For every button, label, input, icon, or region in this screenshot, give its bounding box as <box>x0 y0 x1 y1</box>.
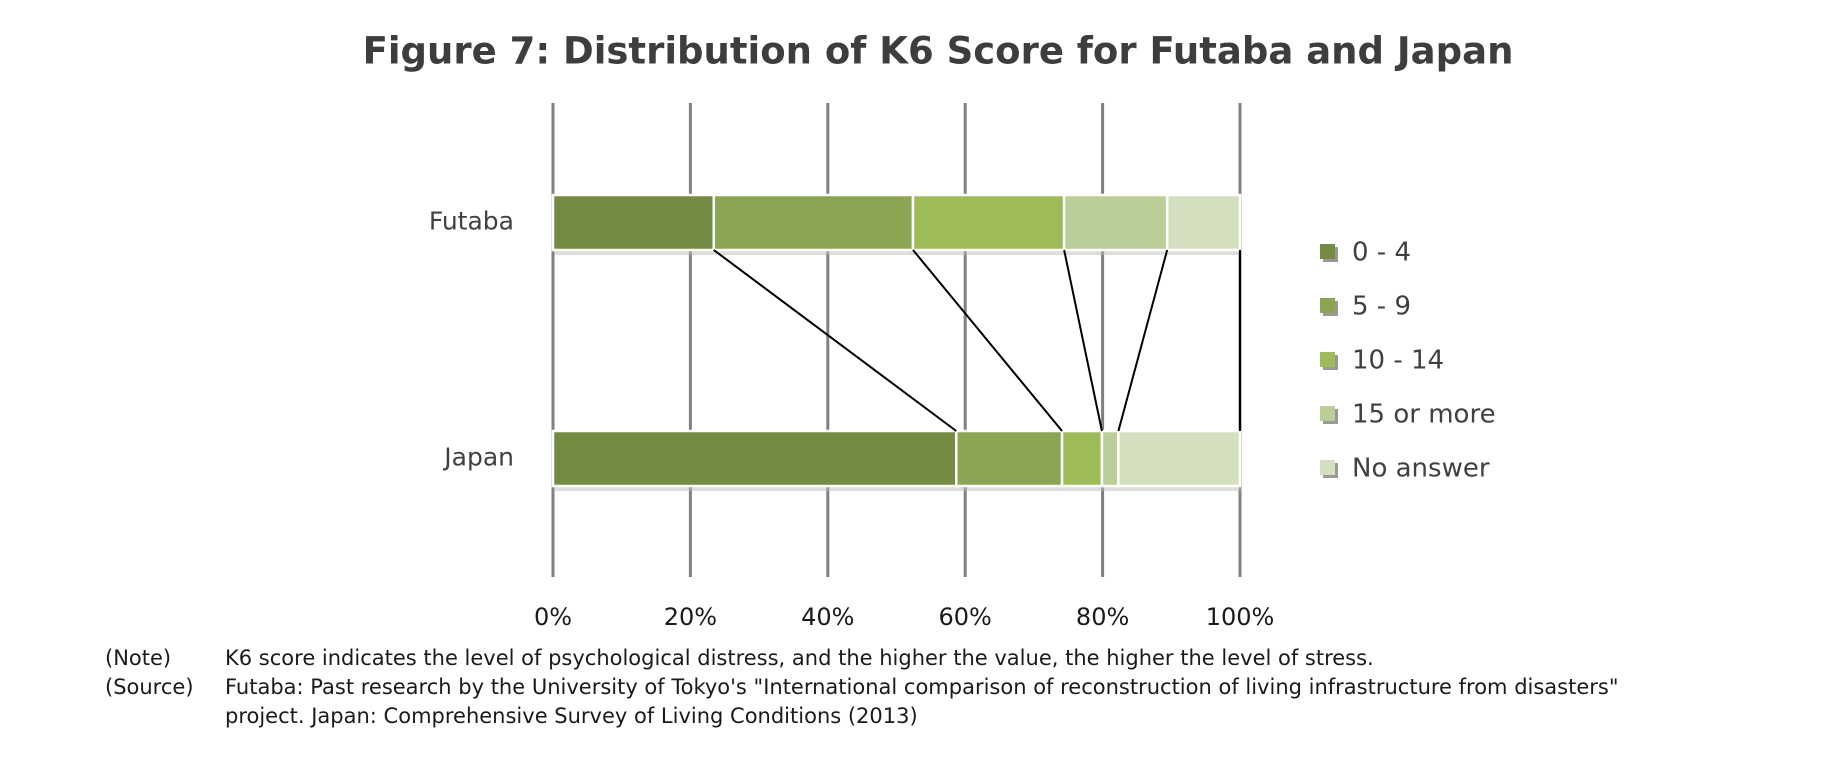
x-tick-label: 0% <box>534 603 572 631</box>
legend-swatch <box>1320 298 1335 313</box>
note-label: (Note) <box>105 646 171 670</box>
bar-segment <box>1060 429 1104 488</box>
category-label: Japan <box>442 443 514 472</box>
x-tick-label: 20% <box>664 603 717 631</box>
note-text: K6 score indicates the level of psycholo… <box>225 646 1374 670</box>
connector-line <box>1117 249 1169 432</box>
legend-swatch <box>1320 244 1335 259</box>
x-tick-label: 60% <box>939 603 992 631</box>
category-label: Futaba <box>429 207 514 236</box>
note-label: (Source) <box>105 675 194 699</box>
x-tick-label: 40% <box>801 603 854 631</box>
bar-segment <box>712 193 915 252</box>
bar-segment <box>955 429 1064 488</box>
note-text: project. Japan: Comprehensive Survey of … <box>225 704 918 728</box>
connector-line <box>912 249 1063 432</box>
bar-segment <box>1100 429 1120 488</box>
legend-label: 0 - 4 <box>1352 238 1411 268</box>
legend-swatch <box>1320 352 1335 367</box>
legend-label: 5 - 9 <box>1352 292 1411 322</box>
x-tick-label: 100% <box>1206 603 1275 631</box>
chart-title: Figure 7: Distribution of K6 Score for F… <box>363 30 1514 73</box>
bar-segment <box>1062 193 1169 252</box>
bar-segment <box>551 193 716 252</box>
legend-label: No answer <box>1352 454 1490 484</box>
legend-swatch <box>1320 406 1335 421</box>
bar-segment <box>911 193 1066 252</box>
bar-segment <box>1165 193 1242 252</box>
x-tick-label: 80% <box>1076 603 1129 631</box>
bar-segment <box>1117 429 1242 488</box>
legend-label: 10 - 14 <box>1352 346 1444 376</box>
note-text: Futaba: Past research by the University … <box>225 675 1619 699</box>
legend-swatch <box>1320 460 1335 475</box>
bar-segment <box>551 429 958 488</box>
connector-line <box>1063 249 1103 432</box>
connector-line <box>713 249 957 432</box>
legend-label: 15 or more <box>1352 400 1496 430</box>
